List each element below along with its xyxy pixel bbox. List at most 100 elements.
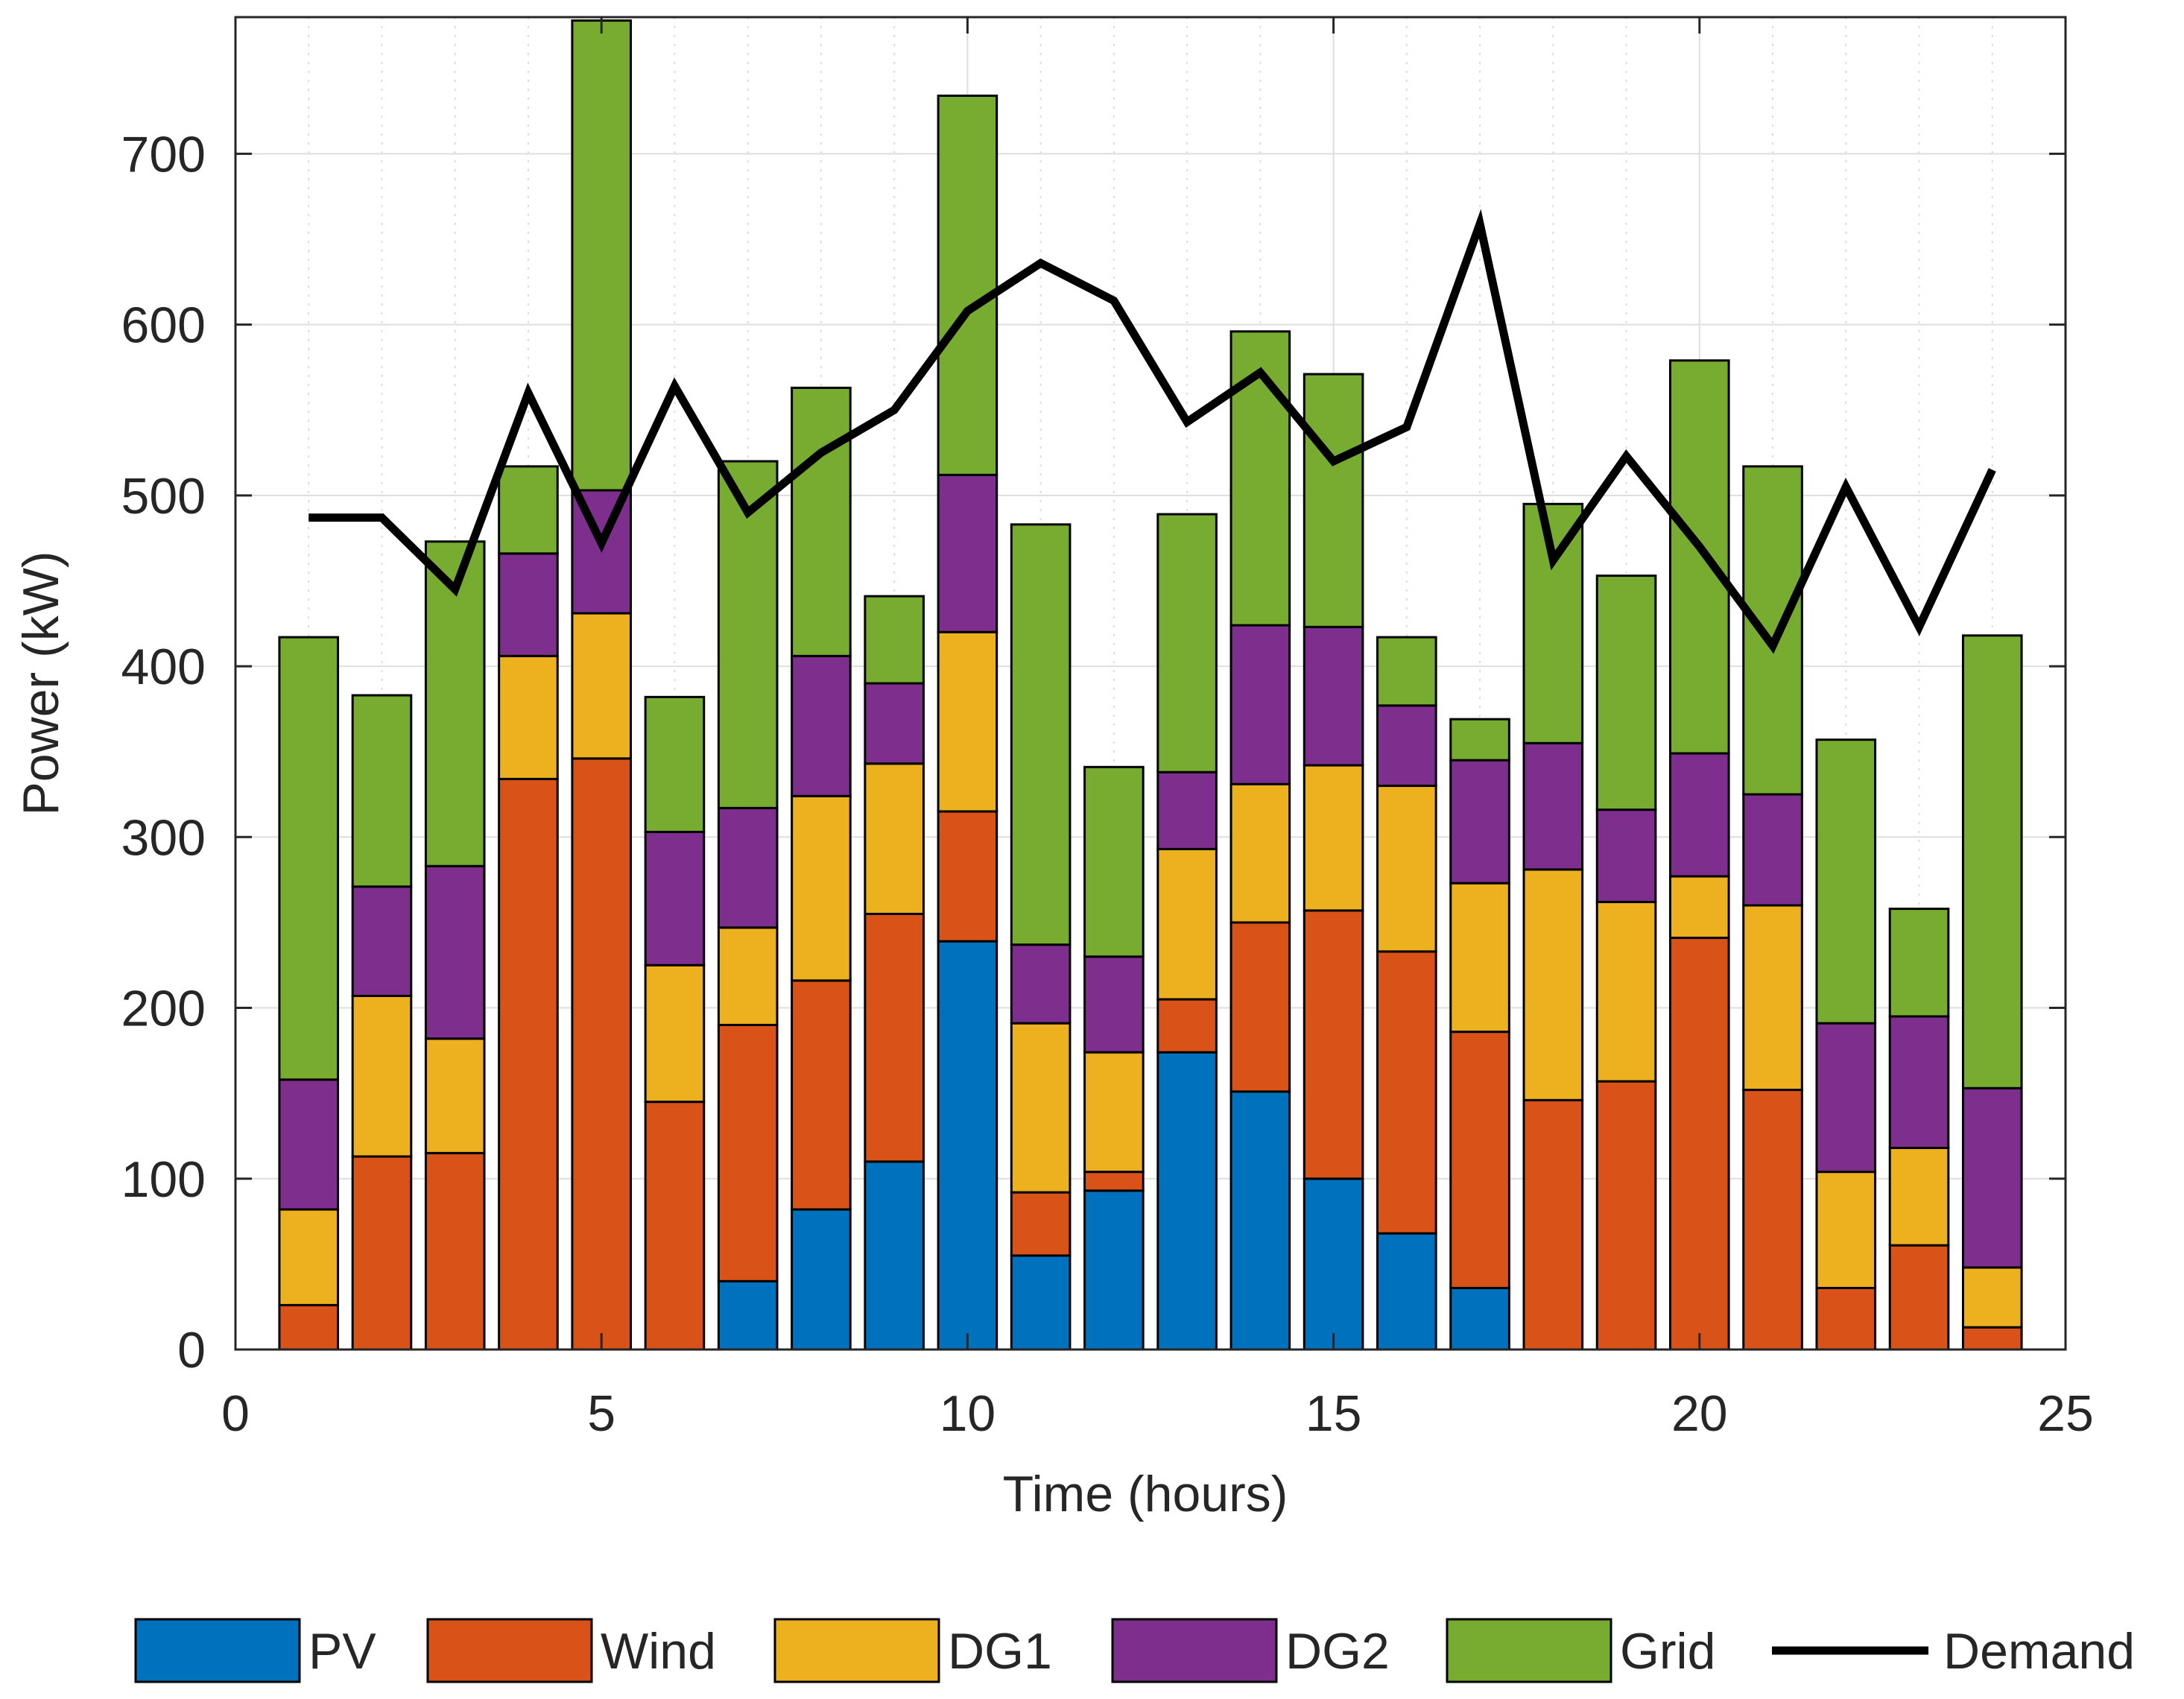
bar-dg1-hour-11 [1010,1022,1072,1194]
bar-grid-hour-22 [1815,738,1877,1025]
legend-label-wind: Wind [601,1623,716,1680]
bar-grid-hour-8 [791,386,852,657]
bar-grid-hour-13 [1156,513,1218,773]
bar-grid-hour-9 [864,595,925,685]
y-tick-label: 400 [121,639,206,695]
bar-wind-hour-6 [644,1101,706,1351]
legend-swatch-dg1 [773,1618,940,1683]
bar-dg1-hour-10 [937,630,998,813]
bar-grid-hour-11 [1010,523,1072,946]
bar-dg2-hour-10 [937,473,998,633]
bar-pv-hour-15 [1303,1177,1364,1351]
y-axis-ticks: 0 100 200 300 400 500 600 700 [121,126,2066,1379]
x-tick-label: 25 [2037,1385,2094,1442]
bar-grid-hour-3 [424,540,486,867]
bar-dg2-hour-3 [424,864,486,1040]
legend-swatch-pv [134,1618,301,1683]
bar-wind-hour-12 [1083,1171,1145,1192]
bar-grid-hour-14 [1229,330,1291,627]
bar-dg2-hour-24 [1961,1086,2023,1269]
bar-dg1-hour-6 [644,964,706,1104]
demand-line [308,209,1996,654]
legend-swatch-wind [426,1618,593,1683]
bar-dg2-hour-21 [1742,793,1803,907]
bar-wind-hour-24 [1961,1326,2023,1351]
bar-wind-hour-13 [1156,998,1218,1054]
bar-dg1-hour-18 [1522,868,1584,1101]
bar-dg1-hour-9 [864,762,925,915]
bar-pv-hour-10 [937,940,998,1351]
y-tick-label: 600 [121,297,206,354]
bar-wind-hour-11 [1010,1191,1072,1257]
bar-dg1-hour-12 [1083,1051,1145,1174]
bar-dg2-hour-14 [1229,624,1291,785]
bar-wind-hour-16 [1376,950,1437,1235]
y-axis-label: Power (kW) [13,551,69,815]
bar-grid-hour-24 [1961,634,2023,1089]
bar-dg1-hour-7 [717,926,779,1026]
y-tick-label: 100 [121,1151,206,1208]
bar-dg2-hour-8 [791,654,852,797]
bar-dg2-hour-20 [1669,752,1730,878]
bar-wind-hour-1 [278,1303,340,1351]
bar-dg1-hour-24 [1961,1266,2023,1329]
bar-grid-hour-18 [1522,502,1584,744]
bar-wind-hour-5 [571,757,632,1351]
bar-dg1-hour-21 [1742,904,1803,1092]
bar-dg2-hour-16 [1376,704,1437,788]
y-tick-label: 700 [121,126,206,183]
bar-wind-hour-20 [1669,937,1730,1351]
bar-wind-hour-22 [1815,1286,1877,1351]
x-tick-label: 15 [1305,1385,1362,1442]
bar-grid-hour-15 [1303,373,1364,628]
bar-dg1-hour-22 [1815,1171,1877,1289]
bar-pv-hour-11 [1010,1254,1072,1351]
bar-dg1-hour-23 [1888,1147,1950,1247]
bar-grid-hour-19 [1595,575,1657,811]
bar-pv-hour-12 [1083,1189,1145,1351]
bar-wind-hour-15 [1303,909,1364,1180]
y-tick-label: 200 [121,981,206,1037]
bar-dg2-hour-7 [717,806,779,929]
legend-label-demand: Demand [1943,1623,2135,1680]
x-tick-label: 20 [1671,1385,1728,1442]
demand-line-layer [308,209,1996,654]
bar-wind-hour-10 [937,810,998,943]
bar-dg2-hour-4 [498,552,559,657]
bar-grid-hour-6 [644,695,706,833]
bar-pv-hour-14 [1229,1090,1291,1351]
bar-pv-hour-9 [864,1160,925,1351]
bar-dg1-hour-4 [498,654,559,780]
bar-grid-hour-5 [571,19,632,492]
plot-frame [234,16,2067,1351]
bar-dg1-hour-17 [1449,882,1510,1034]
x-tick-label: 10 [940,1385,996,1442]
bar-dg2-hour-1 [278,1078,340,1211]
legend-label-pv: PV [308,1623,376,1680]
bar-dg2-hour-18 [1522,741,1584,871]
bar-dg1-hour-16 [1376,785,1437,953]
bar-wind-hour-8 [791,979,852,1211]
bar-wind-hour-14 [1229,921,1291,1093]
legend-swatch-grid [1446,1618,1612,1683]
bar-grid-hour-16 [1376,636,1437,707]
bar-wind-hour-3 [424,1151,486,1351]
bar-pv-hour-16 [1376,1232,1437,1351]
legend-swatch-dg2 [1111,1618,1278,1683]
bar-dg2-hour-13 [1156,771,1218,850]
bar-dg2-hour-19 [1595,809,1657,903]
bar-pv-hour-8 [791,1208,852,1351]
x-axis-ticks: 0 5 10 15 20 25 [221,17,2094,1442]
bar-dg1-hour-8 [791,794,852,982]
y-tick-label: 500 [121,468,206,525]
bar-dg2-hour-17 [1449,759,1510,885]
bar-dg1-hour-14 [1229,782,1291,924]
bar-grid-hour-23 [1888,908,1950,1018]
bar-grid-hour-4 [498,465,559,555]
bar-pv-hour-17 [1449,1286,1510,1351]
bar-grid-hour-10 [937,94,998,476]
bar-wind-hour-17 [1449,1031,1510,1289]
bar-dg1-hour-20 [1669,875,1730,940]
legend: PV Wind DG1 DG2 Grid Demand [134,1618,2135,1683]
